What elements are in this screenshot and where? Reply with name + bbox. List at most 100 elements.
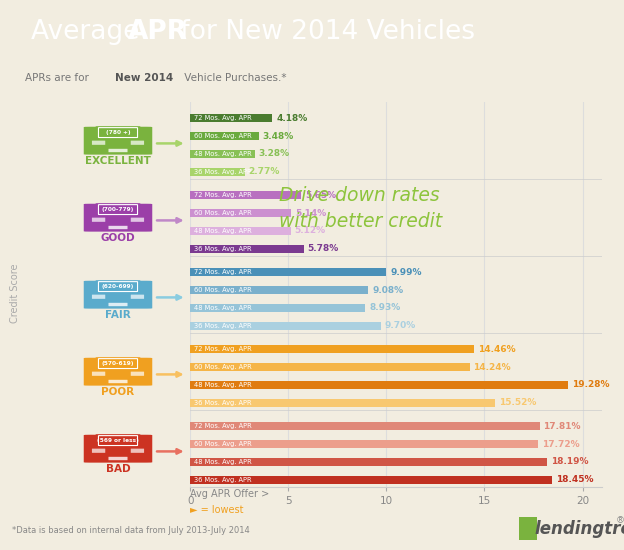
- Text: 48 Mos. Avg. APR: 48 Mos. Avg. APR: [194, 459, 252, 465]
- FancyBboxPatch shape: [131, 141, 144, 145]
- Text: (780 +): (780 +): [105, 130, 130, 135]
- Text: (570-619): (570-619): [102, 361, 134, 366]
- Bar: [190, 210, 291, 217]
- Text: 9.70%: 9.70%: [384, 321, 416, 331]
- Text: 15.52%: 15.52%: [499, 398, 536, 408]
- FancyBboxPatch shape: [84, 126, 152, 155]
- Text: 48 Mos. Avg. APR: 48 Mos. Avg. APR: [194, 228, 252, 234]
- Text: lendingtree: lendingtree: [534, 520, 624, 538]
- FancyBboxPatch shape: [95, 357, 140, 371]
- FancyBboxPatch shape: [109, 457, 127, 460]
- Text: 18.45%: 18.45%: [556, 475, 593, 485]
- Text: 48 Mos. Avg. APR: 48 Mos. Avg. APR: [194, 305, 252, 311]
- Bar: [190, 422, 540, 430]
- Bar: [190, 322, 381, 329]
- Bar: [190, 227, 291, 235]
- Text: 2.77%: 2.77%: [248, 167, 280, 177]
- Text: 72 Mos. Avg. APR: 72 Mos. Avg. APR: [194, 269, 252, 275]
- Text: APRs are for: APRs are for: [25, 73, 92, 84]
- Bar: [190, 441, 538, 448]
- Text: 5.14%: 5.14%: [295, 208, 326, 218]
- Bar: [190, 168, 245, 175]
- FancyBboxPatch shape: [92, 372, 105, 376]
- Bar: [190, 476, 552, 483]
- Text: 18.19%: 18.19%: [551, 458, 588, 466]
- Text: 4.18%: 4.18%: [276, 114, 308, 123]
- Text: 14.46%: 14.46%: [478, 345, 515, 354]
- Text: 9.99%: 9.99%: [390, 268, 422, 277]
- Text: 3.48%: 3.48%: [263, 131, 294, 141]
- Bar: [190, 268, 386, 276]
- FancyBboxPatch shape: [131, 449, 144, 453]
- Bar: [190, 114, 272, 122]
- Text: (569 or less): (569 or less): [97, 438, 139, 443]
- Text: 36 Mos. Avg. APR: 36 Mos. Avg. APR: [194, 246, 252, 252]
- Text: Credit Score: Credit Score: [10, 264, 20, 323]
- Text: 60 Mos. Avg. APR: 60 Mos. Avg. APR: [194, 287, 252, 293]
- Text: 60 Mos. Avg. APR: 60 Mos. Avg. APR: [194, 441, 252, 447]
- Text: New 2014: New 2014: [115, 73, 173, 84]
- Text: 60 Mos. Avg. APR: 60 Mos. Avg. APR: [194, 364, 252, 370]
- Text: BAD: BAD: [105, 464, 130, 475]
- FancyBboxPatch shape: [84, 434, 152, 463]
- FancyBboxPatch shape: [99, 359, 137, 369]
- Text: 17.81%: 17.81%: [544, 422, 581, 431]
- Text: 60 Mos. Avg. APR: 60 Mos. Avg. APR: [194, 210, 252, 216]
- Text: ®: ®: [615, 516, 624, 525]
- FancyBboxPatch shape: [84, 204, 152, 232]
- Text: 36 Mos. Avg. APR: 36 Mos. Avg. APR: [194, 477, 252, 483]
- Text: 60 Mos. Avg. APR: 60 Mos. Avg. APR: [194, 133, 252, 139]
- FancyBboxPatch shape: [109, 303, 127, 306]
- Bar: [519, 517, 537, 540]
- Text: POOR: POOR: [102, 387, 135, 398]
- Bar: [190, 133, 258, 140]
- Bar: [190, 287, 368, 294]
- Text: 36 Mos. Avg. APR: 36 Mos. Avg. APR: [194, 169, 252, 175]
- FancyBboxPatch shape: [95, 203, 140, 217]
- Text: 9.08%: 9.08%: [373, 285, 404, 295]
- FancyBboxPatch shape: [92, 218, 105, 222]
- Text: for New 2014 Vehicles: for New 2014 Vehicles: [172, 19, 475, 45]
- FancyBboxPatch shape: [99, 436, 137, 446]
- Text: 17.72%: 17.72%: [542, 439, 579, 449]
- Text: 36 Mos. Avg. APR: 36 Mos. Avg. APR: [194, 400, 252, 406]
- FancyBboxPatch shape: [92, 141, 105, 145]
- Text: 72 Mos. Avg. APR: 72 Mos. Avg. APR: [194, 346, 252, 352]
- FancyBboxPatch shape: [109, 149, 127, 152]
- Text: Avg APR Offer >: Avg APR Offer >: [190, 488, 270, 499]
- Text: 36 Mos. Avg. APR: 36 Mos. Avg. APR: [194, 323, 252, 329]
- FancyBboxPatch shape: [84, 358, 152, 386]
- FancyBboxPatch shape: [95, 434, 140, 448]
- FancyBboxPatch shape: [99, 282, 137, 292]
- Text: APR: APR: [128, 19, 188, 45]
- Text: 72 Mos. Avg. APR: 72 Mos. Avg. APR: [194, 423, 252, 429]
- Text: 48 Mos. Avg. APR: 48 Mos. Avg. APR: [194, 382, 252, 388]
- FancyBboxPatch shape: [131, 218, 144, 222]
- FancyBboxPatch shape: [131, 372, 144, 376]
- Text: GOOD: GOOD: [100, 233, 135, 244]
- Text: 48 Mos. Avg. APR: 48 Mos. Avg. APR: [194, 151, 252, 157]
- Text: (620-699): (620-699): [102, 284, 134, 289]
- Text: 5.12%: 5.12%: [295, 227, 326, 235]
- FancyBboxPatch shape: [95, 280, 140, 294]
- Text: 3.28%: 3.28%: [258, 150, 290, 158]
- Text: ► = lowest: ► = lowest: [190, 505, 244, 515]
- Bar: [190, 381, 568, 389]
- FancyBboxPatch shape: [92, 449, 105, 453]
- Text: (700-779): (700-779): [102, 207, 134, 212]
- Text: Average: Average: [31, 19, 148, 45]
- FancyBboxPatch shape: [109, 226, 127, 229]
- Bar: [190, 458, 547, 466]
- Bar: [190, 191, 301, 199]
- FancyBboxPatch shape: [99, 128, 137, 138]
- Text: 14.24%: 14.24%: [474, 362, 511, 372]
- FancyBboxPatch shape: [92, 295, 105, 299]
- Text: *Data is based on internal data from July 2013-July 2014: *Data is based on internal data from Jul…: [12, 526, 250, 535]
- Text: Drive down rates
with better credit: Drive down rates with better credit: [279, 186, 442, 231]
- Text: 5.78%: 5.78%: [308, 244, 339, 254]
- Text: FAIR: FAIR: [105, 310, 131, 321]
- Bar: [190, 150, 255, 158]
- Bar: [190, 245, 304, 252]
- Bar: [190, 304, 366, 312]
- Bar: [190, 364, 470, 371]
